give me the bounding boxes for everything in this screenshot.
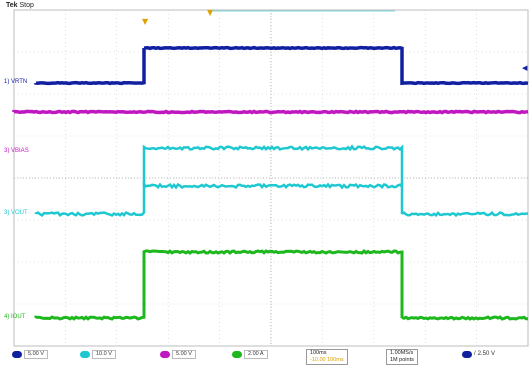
- trigger-level-marker-icon: ◀: [522, 64, 528, 72]
- ch1-scale-box[interactable]: 5.00 V: [12, 350, 48, 359]
- trigger-box[interactable]: / 2.50 V: [462, 350, 495, 359]
- status-bar: 5.00 V 10.0 V 5.00 V 2.00 A 100ms -10.00…: [0, 348, 530, 371]
- brand-label: Tek: [6, 2, 18, 9]
- ch2-color-icon: [80, 351, 90, 358]
- trigger-channel-icon: [462, 351, 472, 358]
- timebase-value: 100ms: [310, 350, 344, 357]
- run-state-label: Stop: [20, 2, 34, 9]
- ch1-color-icon: [12, 351, 22, 358]
- ch2-scale-value: 10.0 V: [92, 350, 116, 359]
- time-marker-icon: ▼: [207, 8, 214, 17]
- trigger-marker-icon: ▼: [142, 17, 149, 26]
- ch1-label: 1) VRTN: [4, 79, 27, 86]
- ch2-waveform: [14, 111, 528, 112]
- ch3-scale-value: 5.00 V: [172, 350, 196, 359]
- trigger-slope-icon: /: [474, 350, 476, 359]
- ch3-color-icon: [160, 351, 170, 358]
- record-length-value: 1M points: [390, 357, 414, 364]
- scope-header: Tek Stop: [6, 2, 34, 9]
- ch3-label: 3) VBIAS: [4, 148, 29, 155]
- ch2-scale-box[interactable]: 10.0 V: [80, 350, 116, 359]
- ch4-iout-waveform: [36, 251, 528, 319]
- ch4-label: 4) IOUT: [4, 314, 25, 321]
- ch4-scale-box[interactable]: 2.00 A: [232, 350, 268, 359]
- ch4-scale-value: 2.00 A: [244, 350, 268, 359]
- ch1-scale-value: 5.00 V: [24, 350, 48, 359]
- sample-rate-value: 1.00MS/s: [390, 350, 414, 357]
- trigger-level-value: 2.50 V: [478, 350, 495, 359]
- trigger-position-value: -10.00 100ms: [310, 357, 344, 364]
- ch4-color-icon: [232, 351, 242, 358]
- ch3-vout-label: 3) VOUT: [4, 210, 28, 217]
- ch3-vbias-waveform: [144, 147, 402, 186]
- ch3-scale-box[interactable]: 5.00 V: [160, 350, 196, 359]
- ch1-vrtn-waveform: [36, 48, 528, 84]
- acquisition-box[interactable]: 1.00MS/s 1M points: [386, 349, 418, 365]
- ch3-vout-waveform: [36, 185, 528, 216]
- timebase-box[interactable]: 100ms -10.00 100ms: [306, 349, 348, 365]
